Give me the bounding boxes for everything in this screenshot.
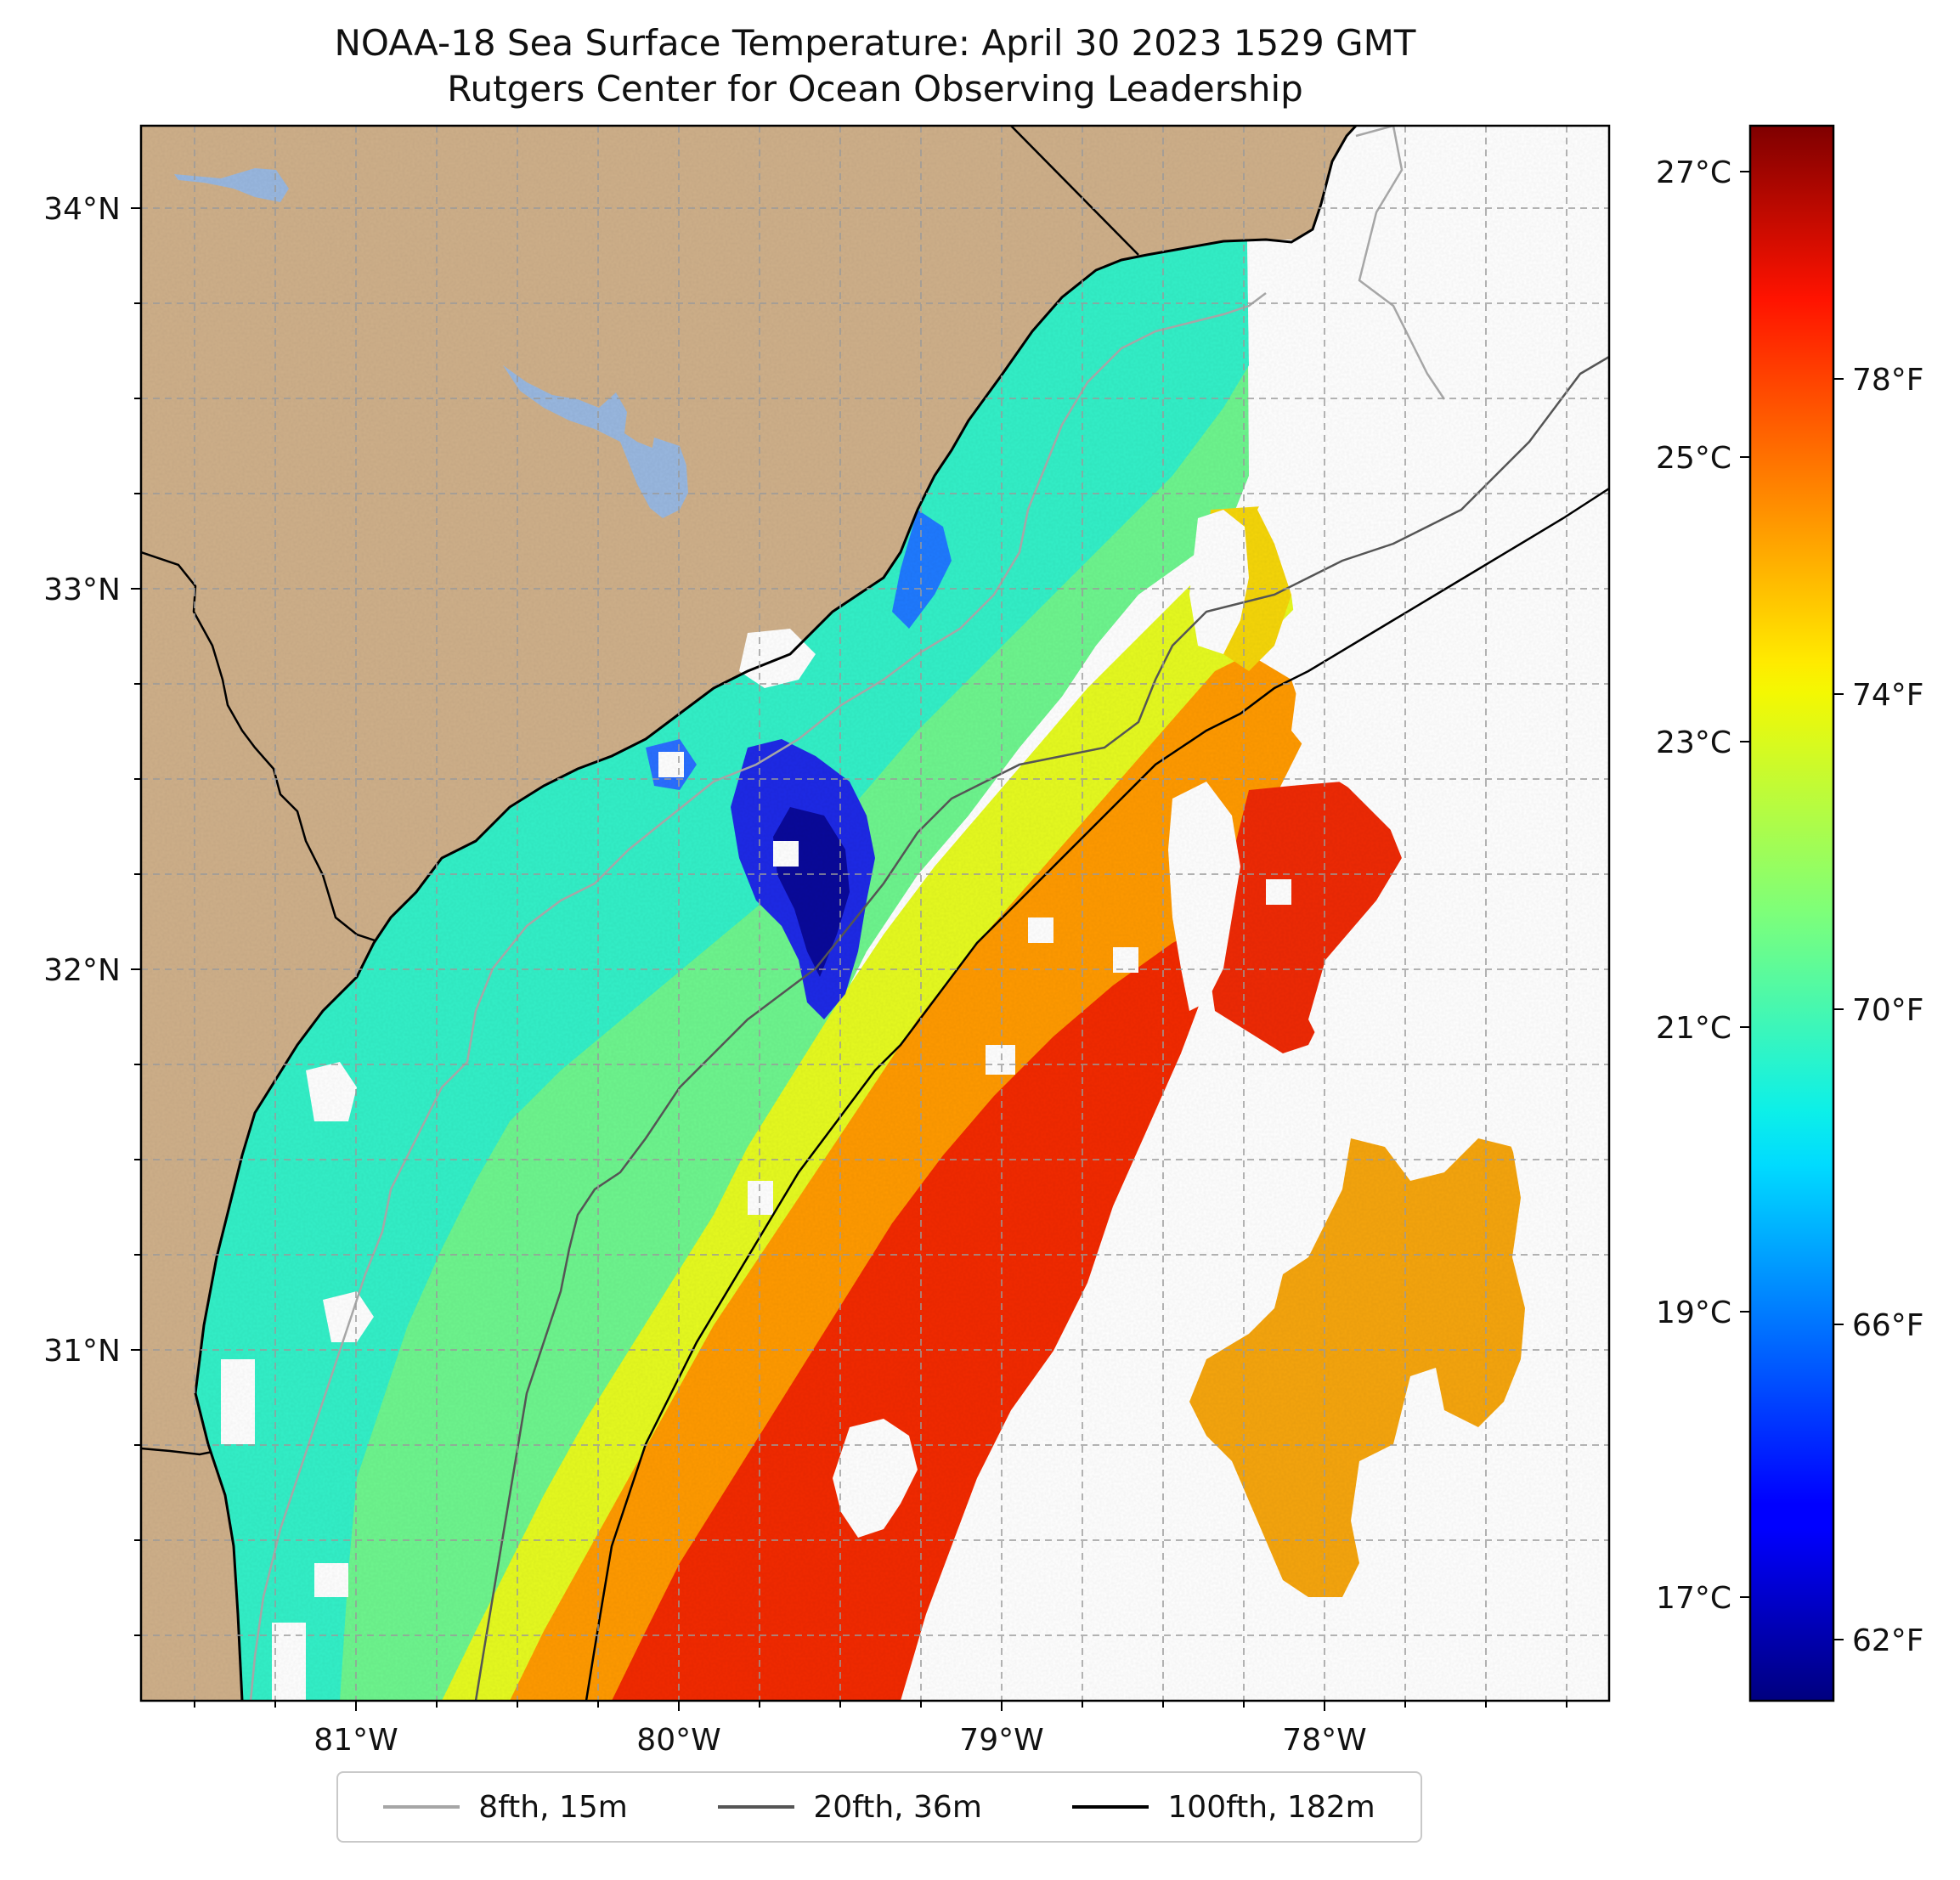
- legend-label: 100fth, 182m: [1167, 1789, 1375, 1825]
- legend-label: 20fth, 36m: [813, 1789, 982, 1825]
- celsius-tick-marks: [1740, 171, 1750, 1598]
- legend-swatch-100fth: [1072, 1805, 1149, 1809]
- fahrenheit-tick-label: 62°F: [1852, 1623, 1924, 1658]
- chart-title: NOAA-18 Sea Surface Temperature: April 3…: [334, 22, 1416, 64]
- legend-entry-20fth: 20fth, 36m: [718, 1790, 982, 1825]
- lon-tick-label: 81°W: [313, 1723, 398, 1758]
- celsius-tick-label: 27°C: [1656, 155, 1731, 190]
- lat-tick-label: 32°N: [43, 953, 121, 988]
- isobath-legend: 8fth, 15m 20fth, 36m 100fth, 182m: [336, 1771, 1422, 1843]
- celsius-tick-label: 19°C: [1656, 1296, 1731, 1330]
- isobath-100fth: [585, 487, 1609, 1701]
- celsius-tick-label: 21°C: [1656, 1011, 1731, 1046]
- lat-tick-label: 34°N: [43, 192, 121, 227]
- isobath-8fth: [249, 292, 1267, 1701]
- lon-tick-label: 79°W: [959, 1723, 1043, 1758]
- coastline: [194, 126, 1358, 1701]
- colorbar: [1748, 124, 1835, 1702]
- legend-entry-8fth: 8fth, 15m: [383, 1790, 628, 1825]
- chart-subtitle: Rutgers Center for Ocean Observing Leade…: [447, 68, 1303, 110]
- lon-tick-label: 80°W: [636, 1723, 720, 1758]
- celsius-tick-label: 17°C: [1656, 1581, 1731, 1616]
- map-frame: [139, 124, 1611, 1702]
- legend-swatch-8fth: [383, 1805, 460, 1809]
- lat-tick-label: 33°N: [43, 573, 121, 607]
- lon-tick-label: 78°W: [1282, 1723, 1366, 1758]
- isobath-8fth-north: [1355, 126, 1446, 400]
- legend-entry-100fth: 100fth, 182m: [1072, 1790, 1375, 1825]
- fahrenheit-tick-label: 70°F: [1852, 993, 1924, 1028]
- celsius-tick-label: 23°C: [1656, 725, 1731, 760]
- isobath-20fth: [474, 355, 1609, 1701]
- sst-speckle-texture: [141, 126, 1609, 1701]
- lat-tick-label: 31°N: [43, 1334, 121, 1369]
- fahrenheit-tick-label: 74°F: [1852, 678, 1924, 713]
- map-gridlines: [141, 126, 1609, 1701]
- celsius-tick-label: 25°C: [1656, 441, 1731, 476]
- fahrenheit-tick-marks: [1833, 378, 1844, 1640]
- fahrenheit-tick-label: 78°F: [1852, 363, 1924, 398]
- lat-tick-marks: [131, 207, 141, 1636]
- legend-label: 8fth, 15m: [478, 1789, 628, 1825]
- fahrenheit-tick-label: 66°F: [1852, 1308, 1924, 1343]
- legend-swatch-20fth: [718, 1805, 795, 1809]
- map-layers: [141, 126, 1609, 1701]
- lon-tick-marks: [194, 1701, 1567, 1711]
